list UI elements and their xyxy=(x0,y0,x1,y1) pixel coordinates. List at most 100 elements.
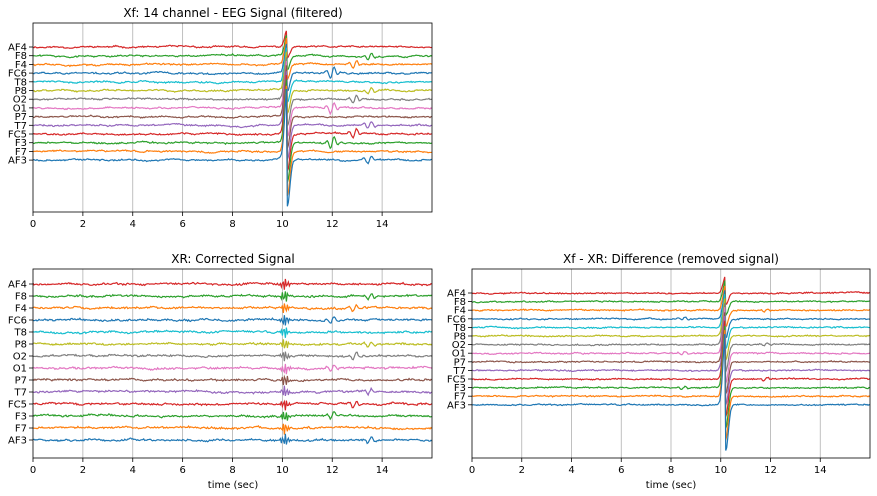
trace-t8 xyxy=(33,47,432,104)
y-tick-label: F4 xyxy=(15,60,27,71)
x-tick-label: 4 xyxy=(130,465,136,476)
trace-af4 xyxy=(33,30,432,60)
y-tick-label: AF4 xyxy=(447,289,466,300)
y-tick-label: F3 xyxy=(15,412,27,423)
x-tick-label: 2 xyxy=(80,465,86,476)
y-tick-label: P8 xyxy=(454,332,466,343)
chart-title: Xf - XR: Difference (removed signal) xyxy=(563,252,779,266)
x-axis-label: time (sec) xyxy=(646,480,697,491)
trace-f8 xyxy=(33,35,432,71)
trace-f3 xyxy=(33,411,432,421)
trace-fc6 xyxy=(472,290,870,339)
y-tick-label: F7 xyxy=(15,424,27,435)
y-tick-label: O1 xyxy=(13,364,27,375)
x-tick-label: 0 xyxy=(30,465,36,476)
y-tick-label: FC5 xyxy=(447,375,466,386)
trace-af3 xyxy=(33,88,432,207)
trace-af4 xyxy=(33,278,432,290)
x-tick-label: 2 xyxy=(519,465,525,476)
y-tick-label: F4 xyxy=(15,304,27,315)
x-tick-label: 10 xyxy=(714,465,727,476)
y-tick-label: O2 xyxy=(452,340,466,351)
y-tick-label: P7 xyxy=(15,112,27,123)
trace-o2 xyxy=(33,351,432,362)
trace-t7 xyxy=(33,71,432,160)
trace-f4 xyxy=(33,37,432,80)
y-tick-label: F3 xyxy=(15,138,27,149)
chart-title: Xf: 14 channel - EEG Signal (filtered) xyxy=(123,6,342,20)
x-tick-label: 10 xyxy=(276,219,289,230)
trace-p7 xyxy=(33,374,432,386)
y-tick-label: AF3 xyxy=(447,400,466,411)
y-tick-label: FC5 xyxy=(8,130,27,141)
y-tick-label: F8 xyxy=(454,297,466,308)
y-tick-label: F4 xyxy=(454,306,466,317)
trace-fc5 xyxy=(33,399,432,411)
panel-filtered-eeg: Xf: 14 channel - EEG Signal (filtered) A… xyxy=(8,6,433,230)
trace-o2 xyxy=(472,303,870,373)
x-tick-label: 0 xyxy=(469,465,475,476)
y-tick-label: AF4 xyxy=(8,280,27,291)
trace-fc6 xyxy=(33,43,432,93)
trace-p8 xyxy=(472,298,870,363)
x-tick-label: 2 xyxy=(80,219,86,230)
y-tick-label: FC6 xyxy=(447,314,466,325)
trace-p7 xyxy=(472,312,870,395)
x-tick-label: 8 xyxy=(668,465,674,476)
y-tick-label: O1 xyxy=(452,349,466,360)
x-tick-label: 12 xyxy=(326,465,339,476)
y-tick-label: T7 xyxy=(453,366,466,377)
trace-t8 xyxy=(472,293,870,351)
trace-fc5 xyxy=(33,75,432,172)
trace-f8 xyxy=(472,280,870,318)
x-tick-label: 4 xyxy=(130,219,136,230)
y-tick-label: T7 xyxy=(14,388,27,399)
x-tick-label: 14 xyxy=(376,219,389,230)
x-tick-label: 8 xyxy=(229,465,235,476)
trace-p8 xyxy=(33,51,432,116)
trace-t8 xyxy=(33,327,432,338)
x-tick-label: 6 xyxy=(179,465,185,476)
y-tick-label: AF4 xyxy=(8,43,27,54)
y-tick-label: P8 xyxy=(15,86,27,97)
trace-f8 xyxy=(33,291,432,302)
trace-f4 xyxy=(472,285,870,329)
y-tick-label: F7 xyxy=(454,392,466,403)
trace-af4 xyxy=(472,276,870,306)
trace-fc5 xyxy=(472,320,870,417)
x-tick-label: 6 xyxy=(179,219,185,230)
trace-t7 xyxy=(472,316,870,406)
trace-p8 xyxy=(33,339,432,349)
x-tick-label: 14 xyxy=(376,465,389,476)
x-tick-label: 12 xyxy=(326,219,339,230)
y-tick-label: FC6 xyxy=(8,316,27,327)
y-tick-label: O2 xyxy=(13,95,27,106)
trace-f7 xyxy=(33,85,432,196)
y-tick-label: AF3 xyxy=(8,156,27,167)
x-tick-label: 4 xyxy=(568,465,574,476)
trace-f7 xyxy=(33,423,432,435)
x-tick-label: 6 xyxy=(618,465,624,476)
trace-o2 xyxy=(33,57,432,127)
y-tick-label: F8 xyxy=(15,51,27,62)
x-tick-label: 8 xyxy=(229,219,235,230)
trace-o1 xyxy=(33,60,432,140)
x-tick-label: 12 xyxy=(764,465,777,476)
panel-corrected-signal: XR: Corrected Signal time (sec) AF4F8F4F… xyxy=(8,252,433,491)
y-tick-label: T8 xyxy=(453,323,466,334)
trace-f4 xyxy=(33,303,432,314)
trace-f3 xyxy=(472,325,870,429)
y-tick-label: F3 xyxy=(454,383,466,394)
y-tick-label: P7 xyxy=(15,376,27,387)
x-axis-label: time (sec) xyxy=(208,480,259,491)
trace-af3 xyxy=(472,334,870,451)
trace-f3 xyxy=(33,79,432,183)
y-tick-label: P8 xyxy=(15,340,27,351)
y-tick-label: T8 xyxy=(14,77,27,88)
y-tick-label: FC6 xyxy=(8,69,27,80)
y-tick-label: O2 xyxy=(13,352,27,363)
trace-fc6 xyxy=(33,315,432,326)
trace-t7 xyxy=(33,385,432,397)
trace-o1 xyxy=(33,363,432,375)
